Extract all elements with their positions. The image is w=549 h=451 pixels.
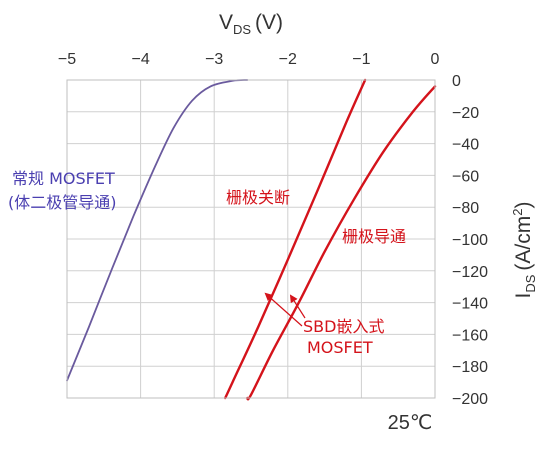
y-tick-label: −180 (452, 359, 488, 376)
x-tick-labels: −5 −4 −3 −2 −1 0 (58, 51, 440, 68)
y-tick-label: −140 (452, 296, 488, 313)
arrow-to-gate-on (289, 294, 306, 319)
series-line-2 (246, 85, 437, 401)
annotation-body-diode: (体二极管导通) (8, 193, 117, 212)
annotation-standard-mosfet: 常规 MOSFET (12, 169, 115, 188)
x-tick-label: −3 (205, 51, 223, 68)
y-tick-label: −200 (452, 391, 488, 408)
series-group (66, 78, 437, 401)
y-tick-label: −80 (452, 200, 479, 217)
x-tick-label: 0 (431, 51, 440, 68)
y-tick-label: −100 (452, 232, 488, 249)
arrow-to-gate-off (264, 292, 303, 327)
annotation-sbd-line1: SBD嵌入式 (303, 317, 384, 336)
annotation-sbd-line2: MOSFET (307, 338, 373, 357)
x-tick-label: −1 (352, 51, 370, 68)
y-axis-title: IDS(A/cm2) (510, 202, 538, 299)
series-line-1 (224, 78, 367, 400)
y-tick-label: −40 (452, 137, 479, 154)
annotation-gate-on: 栅极导通 (342, 227, 406, 246)
x-tick-label: −5 (58, 51, 76, 68)
series-line-0 (66, 79, 249, 382)
y-tick-label: −160 (452, 327, 488, 344)
x-tick-label: −2 (279, 51, 297, 68)
y-tick-label: −120 (452, 264, 488, 281)
y-tick-label: −20 (452, 105, 479, 122)
annotation-gate-off: 栅极关断 (226, 188, 290, 207)
temperature-label: 25℃ (388, 412, 433, 434)
plot-frame (66, 79, 436, 399)
x-axis-title: VDS (V) (219, 11, 283, 37)
x-tick-label: −4 (131, 51, 149, 68)
grid (66, 79, 436, 399)
y-tick-label: 0 (452, 73, 461, 90)
y-tick-labels: 0 −20 −40 −60 −80 −100 −120 −140 −160 −180 −200 (452, 73, 488, 408)
y-tick-label: −60 (452, 168, 479, 185)
